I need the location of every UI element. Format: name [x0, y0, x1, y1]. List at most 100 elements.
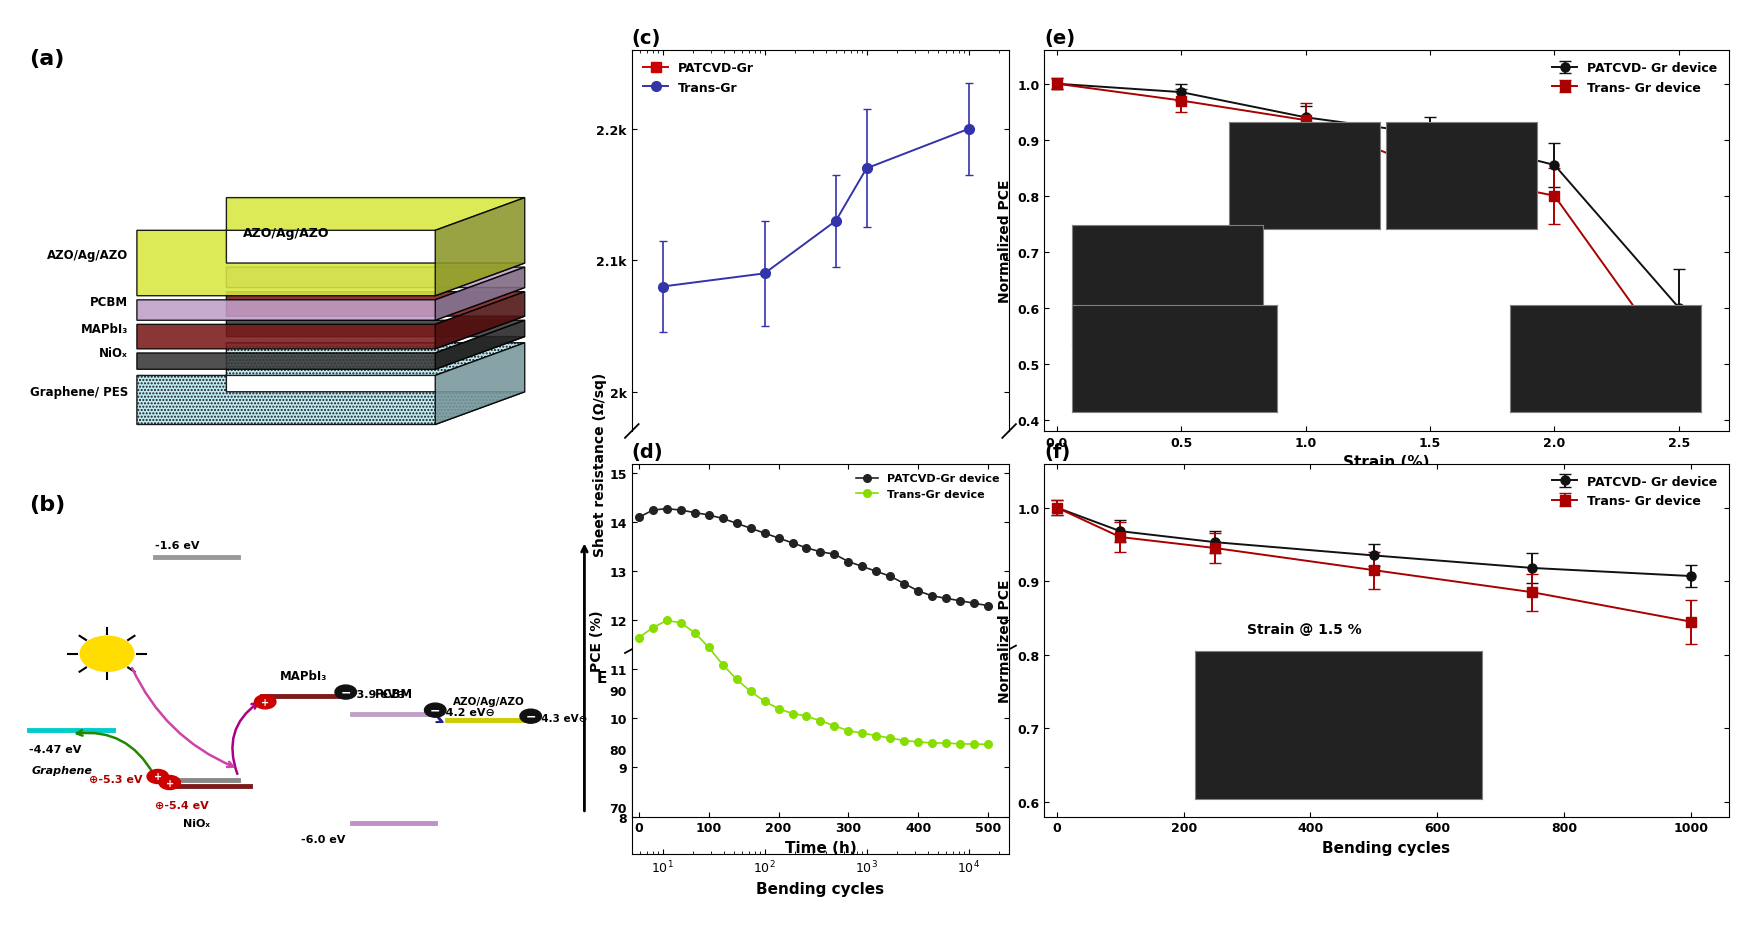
- Text: MAPbI₃: MAPbI₃: [81, 323, 128, 336]
- Circle shape: [147, 769, 168, 783]
- Trans-Gr device: [865, 730, 886, 741]
- Trans-Gr device: [851, 728, 872, 739]
- PATCVD-Gr device: [907, 586, 928, 597]
- PATCVD-Gr device: [837, 557, 858, 568]
- Text: −: −: [525, 710, 535, 723]
- PATCVD-Gr device: [769, 533, 790, 544]
- Trans-Gr device: [698, 642, 720, 653]
- X-axis label: Time (h): Time (h): [784, 840, 856, 855]
- Polygon shape: [435, 343, 525, 425]
- Trans-Gr device: [727, 674, 748, 685]
- Legend: PATCVD- Gr device, Trans- Gr device: PATCVD- Gr device, Trans- Gr device: [1548, 58, 1722, 99]
- Legend: PATCVD- Gr device, Trans- Gr device: PATCVD- Gr device, Trans- Gr device: [1548, 470, 1722, 512]
- Text: NiOₓ: NiOₓ: [183, 818, 211, 828]
- Polygon shape: [137, 292, 525, 350]
- PATCVD-Gr device: [628, 512, 649, 523]
- Polygon shape: [137, 199, 525, 296]
- Circle shape: [519, 709, 542, 724]
- Circle shape: [160, 776, 181, 790]
- Y-axis label: Normalized PCE: Normalized PCE: [997, 579, 1011, 702]
- PATCVD-Gr device: [809, 547, 830, 558]
- Trans-Gr device: [949, 739, 971, 750]
- Text: AZO/Ag/AZO: AZO/Ag/AZO: [242, 226, 330, 239]
- Circle shape: [425, 703, 446, 717]
- PATCVD-Gr device: [656, 504, 677, 515]
- Trans-Gr device: [769, 703, 790, 715]
- PATCVD-Gr device: [698, 509, 720, 521]
- Line: Trans-Gr device: Trans-Gr device: [635, 617, 992, 749]
- PATCVD-Gr device: [949, 596, 971, 607]
- PATCVD-Gr device: [727, 518, 748, 529]
- Text: +: +: [154, 772, 161, 781]
- PATCVD-Gr device: [893, 578, 914, 589]
- PATCVD-Gr device: [670, 505, 691, 516]
- Trans-Gr device: [907, 737, 928, 748]
- Text: NiOₓ: NiOₓ: [98, 347, 128, 360]
- Text: Graphene: Graphene: [32, 766, 93, 776]
- Text: −: −: [430, 704, 441, 717]
- Trans-Gr device: [921, 738, 942, 749]
- Text: (f): (f): [1044, 442, 1071, 461]
- Trans-Gr device: [628, 632, 649, 643]
- Polygon shape: [435, 268, 525, 321]
- Trans-Gr device: [879, 733, 900, 744]
- Polygon shape: [137, 321, 525, 370]
- Y-axis label: PCE (%): PCE (%): [590, 610, 604, 671]
- PATCVD-Gr device: [741, 523, 762, 535]
- PATCVD-Gr device: [935, 593, 956, 604]
- Trans-Gr device: [684, 627, 706, 638]
- Text: AZO/Ag/AZO: AZO/Ag/AZO: [453, 697, 525, 707]
- Trans-Gr device: [978, 739, 999, 750]
- Trans-Gr device: [963, 739, 985, 750]
- Text: (c): (c): [632, 29, 662, 48]
- Trans-Gr device: [642, 623, 663, 634]
- Text: -1.6 eV: -1.6 eV: [154, 541, 200, 550]
- Text: PCBM: PCBM: [374, 688, 412, 701]
- PATCVD-Gr device: [783, 537, 804, 548]
- Trans-Gr device: [656, 615, 677, 626]
- Line: PATCVD-Gr device: PATCVD-Gr device: [635, 505, 992, 610]
- Text: -3.9 eV⊖: -3.9 eV⊖: [351, 690, 405, 700]
- Trans-Gr device: [797, 711, 818, 722]
- PATCVD-Gr device: [963, 598, 985, 609]
- Circle shape: [254, 695, 276, 709]
- Polygon shape: [435, 199, 525, 296]
- PATCVD-Gr device: [851, 561, 872, 573]
- Circle shape: [335, 685, 356, 700]
- Polygon shape: [435, 321, 525, 370]
- Text: ⊕-5.4 eV: ⊕-5.4 eV: [154, 800, 209, 810]
- Polygon shape: [435, 292, 525, 350]
- Text: AZO/Ag/AZO: AZO/Ag/AZO: [47, 249, 128, 262]
- Polygon shape: [137, 268, 525, 321]
- Trans-Gr device: [935, 738, 956, 749]
- Text: (d): (d): [632, 442, 663, 461]
- Text: -4.3 eV⊖: -4.3 eV⊖: [537, 714, 588, 723]
- Text: (a): (a): [30, 49, 65, 70]
- Text: MAPbI₃: MAPbI₃: [281, 670, 328, 683]
- PATCVD-Gr device: [978, 600, 999, 612]
- Text: (e): (e): [1044, 29, 1076, 48]
- PATCVD-Gr device: [823, 549, 844, 561]
- PATCVD-Gr device: [921, 591, 942, 602]
- Trans-Gr device: [755, 696, 776, 707]
- Text: E: E: [597, 670, 607, 685]
- PATCVD-Gr device: [642, 505, 663, 516]
- Text: -4.47 eV: -4.47 eV: [30, 744, 82, 754]
- Text: PCBM: PCBM: [90, 296, 128, 309]
- Text: +: +: [261, 697, 269, 707]
- PATCVD-Gr device: [755, 528, 776, 539]
- Trans-Gr device: [893, 735, 914, 746]
- Text: -4.2 eV⊖: -4.2 eV⊖: [441, 707, 495, 717]
- PATCVD-Gr device: [865, 566, 886, 577]
- Text: (b): (b): [30, 495, 65, 514]
- Legend: PATCVD-Gr device, Trans-Gr device: PATCVD-Gr device, Trans-Gr device: [851, 470, 1004, 504]
- PATCVD-Gr device: [684, 508, 706, 519]
- Text: +: +: [165, 778, 174, 788]
- Trans-Gr device: [670, 618, 691, 629]
- Trans-Gr device: [713, 659, 734, 670]
- PATCVD-Gr device: [797, 543, 818, 554]
- Trans-Gr device: [741, 686, 762, 697]
- Polygon shape: [137, 343, 525, 425]
- X-axis label: Bending cycles: Bending cycles: [1322, 840, 1451, 855]
- Text: Sheet resistance (Ω/sq): Sheet resistance (Ω/sq): [593, 372, 607, 556]
